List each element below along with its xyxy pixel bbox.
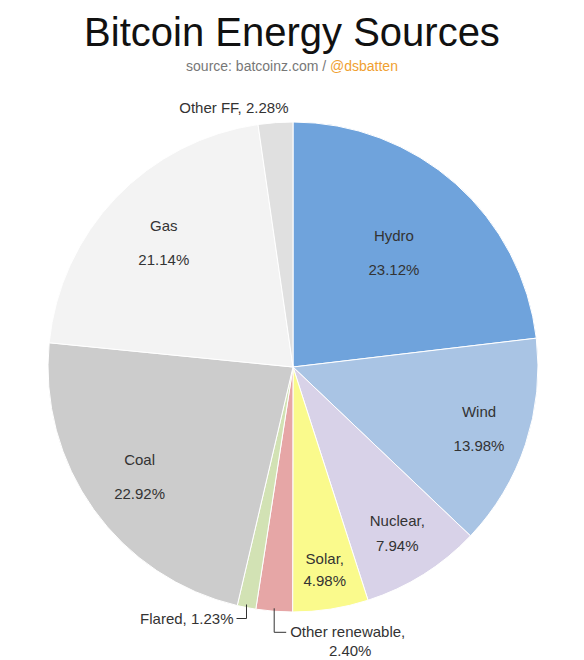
subtitle: source: batcoinz.com / @dsbatten (186, 58, 398, 74)
category-label: Gas (150, 217, 178, 234)
category-label: Nuclear, (370, 512, 425, 529)
title: Bitcoin Energy Sources (84, 10, 500, 54)
value-label: 7.94% (376, 537, 419, 554)
chart: Bitcoin Energy Sources source: batcoinz.c… (0, 0, 584, 660)
leader-line (237, 605, 247, 619)
slice (293, 367, 368, 612)
value-label: 22.92% (114, 485, 165, 502)
leader-line (274, 608, 286, 632)
value-label: 1.23% (191, 610, 234, 627)
value-label: 21.14% (138, 251, 189, 268)
category-label: Other renewable, (290, 623, 405, 640)
value-label: 2.40% (329, 642, 372, 659)
category-label: Hydro (374, 227, 414, 244)
slice-label: Flared, 1.23% (140, 610, 233, 627)
category-label: Coal (124, 451, 155, 468)
slice (48, 343, 293, 606)
value-label: 23.12% (368, 261, 419, 278)
value-label: 4.98% (304, 572, 347, 589)
slices (48, 122, 538, 612)
slice-label: Other FF, 2.28% (179, 99, 288, 116)
category-label: Solar, (306, 550, 344, 567)
category-label: Wind (462, 403, 496, 420)
slice (258, 122, 293, 367)
data-labels: Hydro 23.12% Wind 13.98% Nuclear, 7.94% Solar,… (114, 99, 504, 660)
category-label: Flared, (140, 610, 191, 627)
value-label: 2.28% (246, 99, 289, 116)
slice (49, 125, 293, 367)
category-label: Other FF, (179, 99, 246, 116)
value-label: 13.98% (454, 437, 505, 454)
slice (293, 122, 536, 367)
